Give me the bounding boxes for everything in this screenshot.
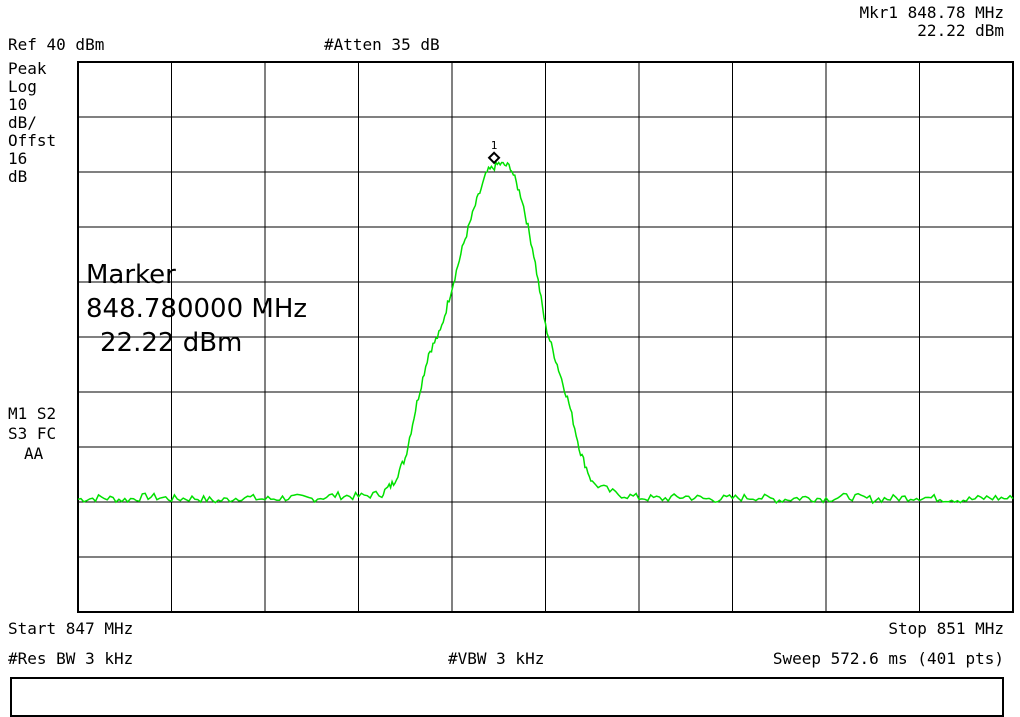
- scale-info-division-unit: dB/: [8, 113, 37, 132]
- scale-info-division: 10: [8, 95, 28, 114]
- resolution-bandwidth-label: #Res BW 3 kHz: [8, 649, 134, 668]
- status-info: M1 S2 S3 FC AA: [8, 404, 56, 464]
- marker-readout-amplitude: 22.22 dBm: [917, 21, 1004, 40]
- scale-info: Peak Log 10 dB/ Offst 16 dB: [8, 60, 56, 186]
- marker-readout-frequency: Mkr1 848.78 MHz: [859, 3, 1005, 22]
- start-frequency-label: Start 847 MHz: [8, 619, 134, 638]
- scale-info-detector: Peak: [8, 59, 47, 78]
- attenuation-label: #Atten 35 dB: [324, 35, 440, 54]
- status-line-2: S3 FC: [8, 424, 57, 443]
- video-bandwidth-label: #VBW 3 kHz: [448, 649, 545, 668]
- marker-number-label: 1: [491, 139, 498, 152]
- marker-1: 1: [487, 139, 501, 165]
- graticule: [77, 61, 1014, 613]
- marker-diamond-icon: [487, 151, 501, 165]
- scale-info-offset-value: 16: [8, 149, 28, 168]
- sweep-label: Sweep 572.6 ms (401 pts): [772, 649, 1004, 668]
- marker-annotation-amplitude: 22.22 dBm: [100, 328, 243, 358]
- stop-frequency-label: Stop 851 MHz: [888, 619, 1004, 638]
- status-line-3: AA: [24, 444, 44, 463]
- scale-info-offset-unit: dB: [8, 167, 28, 186]
- scale-info-scale-type: Log: [8, 77, 37, 96]
- marker-annotation-frequency: 848.780000 MHz: [86, 294, 308, 324]
- ref-level-label: Ref 40 dBm: [8, 35, 105, 54]
- marker-annotation: Marker 848.780000 MHz 22.22 dBm: [86, 258, 307, 360]
- trace-line: [77, 160, 1014, 505]
- status-line-1: M1 S2: [8, 404, 57, 423]
- marker-annotation-title: Marker: [86, 260, 176, 290]
- scale-info-offset-label: Offst: [8, 131, 57, 150]
- message-bar: [10, 677, 1004, 717]
